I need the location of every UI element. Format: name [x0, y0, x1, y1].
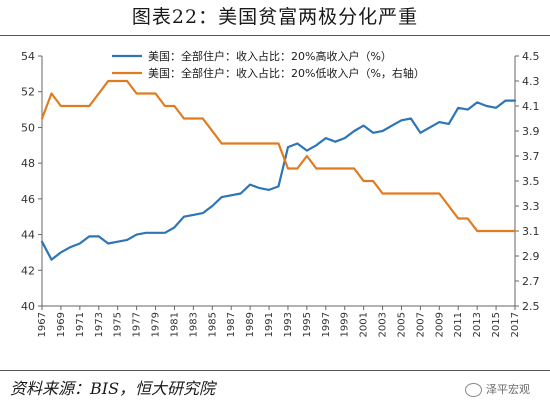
x-tick-label: 2003 — [378, 312, 389, 337]
x-tick-label: 2015 — [491, 312, 502, 337]
wechat-icon — [465, 383, 482, 397]
x-tick-label: 1993 — [283, 312, 294, 337]
x-tick-label: 1997 — [321, 312, 332, 337]
x-tick-label: 1979 — [151, 312, 162, 337]
x-tick-label: 1969 — [56, 312, 67, 337]
y-right-tick-label: 3.5 — [522, 175, 540, 188]
x-tick-label: 1991 — [264, 312, 275, 337]
x-tick-label: 1987 — [226, 312, 237, 337]
y-left-tick-label: 42 — [21, 264, 35, 277]
legend-label-low-income: 美国：全部住户：收入占比：20%低收入户（%，右轴） — [148, 66, 425, 80]
x-tick-label: 1981 — [169, 312, 180, 337]
x-tick-label: 2017 — [510, 312, 521, 337]
y-left-tick-label: 54 — [21, 50, 35, 63]
y-left-tick-label: 40 — [21, 300, 35, 313]
x-tick-label: 2013 — [472, 312, 483, 337]
y-left-tick-label: 46 — [21, 193, 35, 206]
x-tick-label: 1971 — [75, 312, 86, 337]
y-left-tick-label: 52 — [21, 86, 35, 99]
y-right-tick-label: 2.5 — [522, 300, 540, 313]
y-left-tick-label: 44 — [21, 229, 35, 242]
x-tick-label: 2007 — [415, 312, 426, 337]
y-right-tick-label: 2.7 — [522, 275, 540, 288]
series-line-high-income — [40, 99, 517, 261]
y-left-tick-label: 50 — [21, 121, 35, 134]
footer-divider — [0, 370, 550, 371]
x-tick-label: 1989 — [245, 312, 256, 337]
income-share-chart: 40 42 44 46 48 50 52 54 2.5 2.7 2.9 3.1 3.3 3.5 3.7 3.9… — [21, 49, 540, 337]
figure-title: 图表22：美国贫富两极分化严重 — [131, 6, 419, 28]
x-tick-label: 1973 — [94, 312, 105, 337]
x-tick-label: 2011 — [453, 312, 464, 337]
y-right-tick-label: 2.9 — [522, 250, 540, 263]
x-tick-label: 2001 — [359, 312, 370, 337]
y-right-tick-label: 4.3 — [522, 75, 540, 88]
y-right-tick-label: 4.1 — [522, 100, 540, 113]
x-tick-label: 1999 — [340, 312, 351, 337]
watermark: 泽平宏观 — [465, 382, 530, 398]
x-tick-label: 2005 — [396, 312, 407, 337]
x-tick-label: 1967 — [37, 312, 48, 337]
title-divider — [0, 35, 550, 36]
y-left-tick-label: 48 — [21, 157, 35, 170]
y-right-tick-label: 3.3 — [522, 200, 540, 213]
source-note: 资料来源：BIS，恒大研究院 — [10, 379, 216, 398]
y-right-tick-label: 4.5 — [522, 50, 540, 63]
watermark-text: 泽平宏观 — [486, 383, 530, 396]
y-right-tick-label: 3.1 — [522, 225, 540, 238]
y-right-tick-label: 3.9 — [522, 125, 540, 138]
x-tick-label: 1995 — [302, 312, 313, 337]
x-tick-label: 1985 — [207, 312, 218, 337]
legend-label-high-income: 美国：全部住户：收入占比：20%高收入户（%） — [148, 49, 392, 63]
y-right-tick-label: 3.7 — [522, 150, 540, 163]
x-tick-label: 1977 — [132, 312, 143, 337]
x-tick-label: 2009 — [434, 312, 445, 337]
series-line-low-income — [40, 79, 517, 233]
x-tick-label: 1975 — [113, 312, 124, 337]
x-tick-label: 1983 — [188, 312, 199, 337]
